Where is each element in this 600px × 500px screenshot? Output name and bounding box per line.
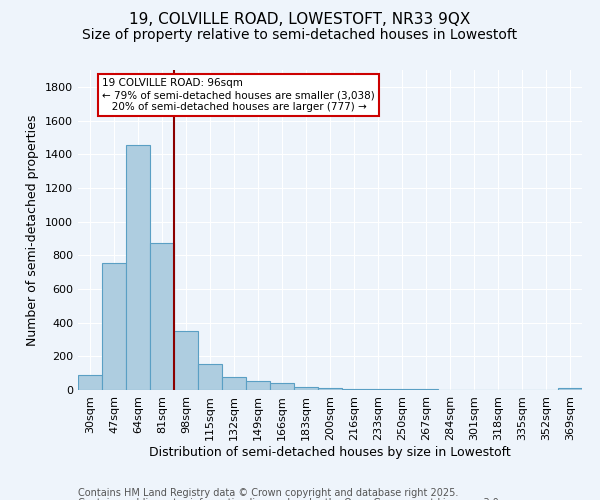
Bar xyxy=(366,389,390,390)
Text: 19 COLVILLE ROAD: 96sqm
← 79% of semi-detached houses are smaller (3,038)
   20%: 19 COLVILLE ROAD: 96sqm ← 79% of semi-de… xyxy=(102,78,375,112)
Text: Contains HM Land Registry data © Crown copyright and database right 2025.: Contains HM Land Registry data © Crown c… xyxy=(78,488,458,498)
Bar xyxy=(342,388,366,390)
Y-axis label: Number of semi-detached properties: Number of semi-detached properties xyxy=(26,114,40,346)
Bar xyxy=(246,380,270,390)
Bar xyxy=(558,388,582,390)
Text: Size of property relative to semi-detached houses in Lowestoft: Size of property relative to semi-detach… xyxy=(82,28,518,42)
Bar xyxy=(270,384,294,390)
Bar xyxy=(126,145,150,390)
Bar xyxy=(102,263,126,390)
Bar xyxy=(318,388,342,390)
Bar xyxy=(198,364,222,390)
Bar xyxy=(294,386,318,390)
Bar xyxy=(222,378,246,390)
Bar xyxy=(150,244,174,390)
Bar xyxy=(174,331,198,390)
Text: Contains public sector information licensed under the Open Government Licence v3: Contains public sector information licen… xyxy=(78,498,502,500)
Bar xyxy=(78,375,102,390)
X-axis label: Distribution of semi-detached houses by size in Lowestoft: Distribution of semi-detached houses by … xyxy=(149,446,511,458)
Text: 19, COLVILLE ROAD, LOWESTOFT, NR33 9QX: 19, COLVILLE ROAD, LOWESTOFT, NR33 9QX xyxy=(130,12,470,28)
